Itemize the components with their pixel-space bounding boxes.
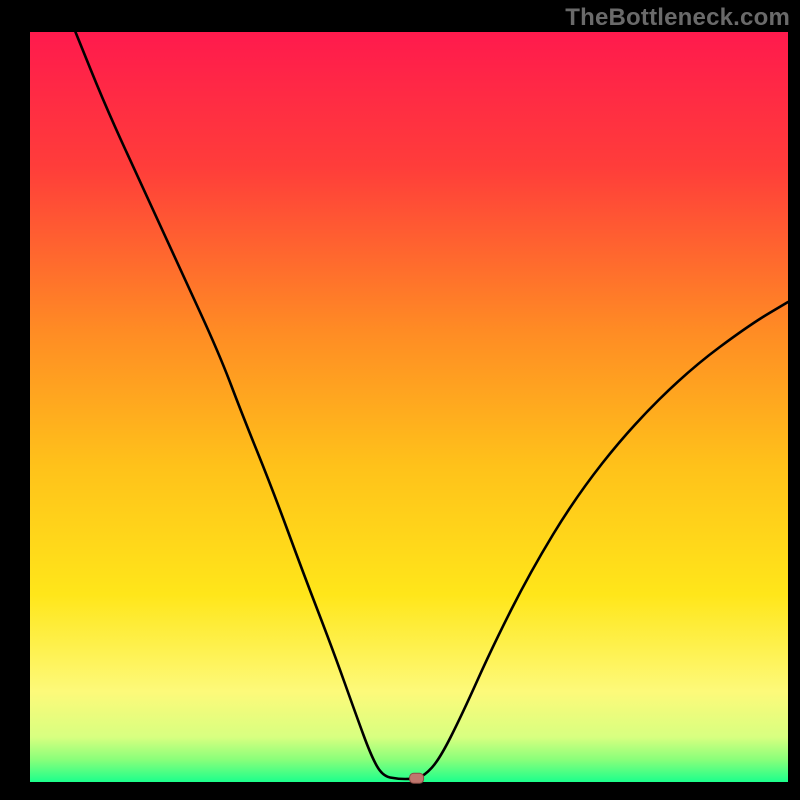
chart-container: TheBottleneck.com — [0, 0, 800, 800]
bottleneck-chart — [0, 0, 800, 800]
plot-background — [30, 32, 788, 782]
optimum-marker — [410, 773, 424, 783]
watermark-text: TheBottleneck.com — [565, 4, 790, 32]
